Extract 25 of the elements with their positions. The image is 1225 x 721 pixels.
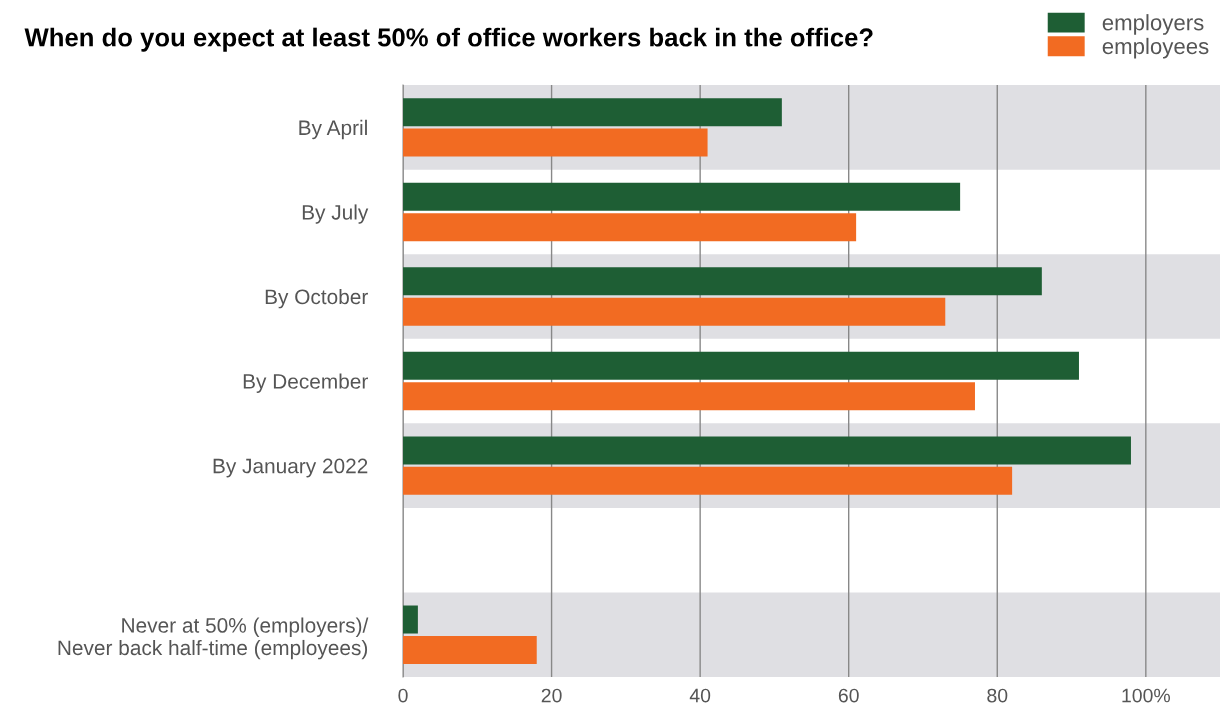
x-tick-label: 0 bbox=[398, 688, 408, 703]
x-tick-label: 20 bbox=[541, 688, 562, 703]
bar bbox=[403, 351, 1079, 380]
bar bbox=[403, 128, 708, 157]
y-tick-label: By July bbox=[302, 204, 369, 224]
y-tick-label: By December bbox=[243, 373, 368, 393]
y-tick-label: By January 2022 bbox=[213, 458, 368, 478]
x-tick-label: 60 bbox=[838, 688, 859, 703]
bar bbox=[403, 98, 782, 127]
bar bbox=[403, 182, 961, 211]
bar bbox=[403, 213, 857, 242]
y-tick-label: By April bbox=[299, 119, 367, 140]
legend-label: employers bbox=[1102, 14, 1204, 35]
bar bbox=[403, 297, 946, 326]
bar bbox=[403, 382, 975, 411]
chart-title: When do you expect at least 50% of office workers back in the office? bbox=[24, 27, 873, 52]
bar bbox=[403, 635, 537, 664]
x-tick-label: 100% bbox=[1122, 688, 1170, 703]
y-tick-label: By October bbox=[265, 288, 368, 309]
bar bbox=[403, 466, 1013, 495]
legend-label: employees bbox=[1102, 37, 1209, 59]
x-tick-label: 80 bbox=[987, 688, 1008, 703]
y-tick-label: Never at 50% (employers)/ Never back half-time (employees) bbox=[58, 617, 369, 660]
bar bbox=[403, 605, 418, 634]
x-tick-label: 40 bbox=[689, 688, 711, 703]
